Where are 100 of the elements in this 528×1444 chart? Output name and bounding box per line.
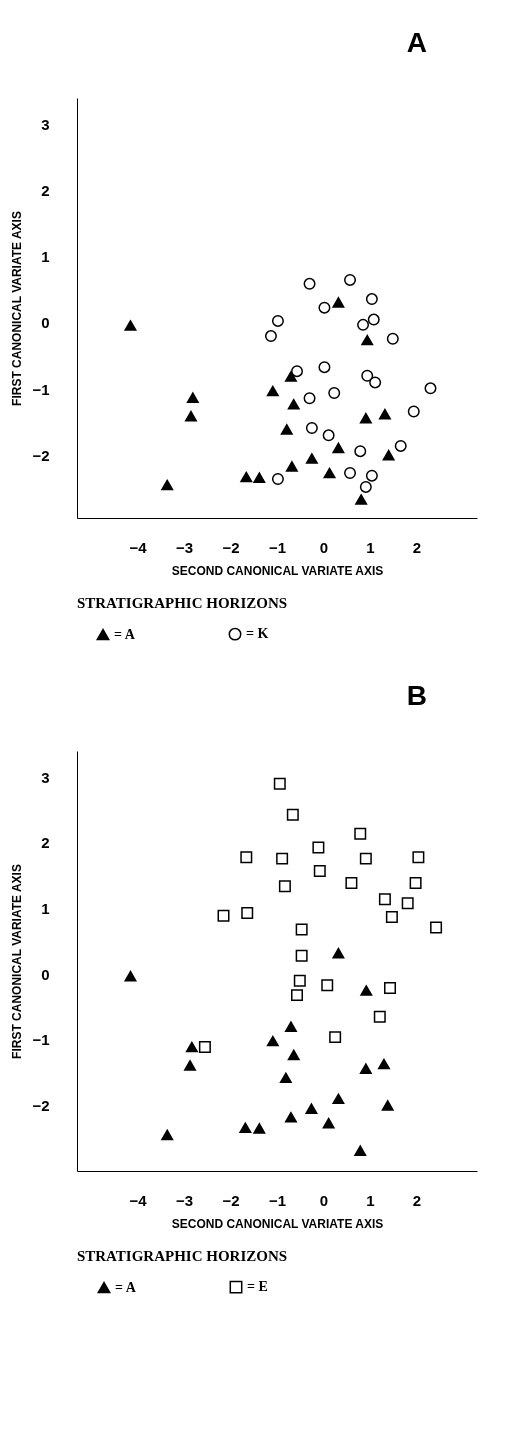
point bbox=[253, 1123, 266, 1134]
y-tick-label: 0 bbox=[41, 965, 50, 983]
point bbox=[359, 852, 372, 865]
legend-label: = A bbox=[115, 1279, 137, 1295]
point bbox=[185, 1041, 198, 1053]
point bbox=[373, 1010, 386, 1023]
point bbox=[412, 851, 425, 864]
point bbox=[287, 1049, 300, 1061]
y-tick-label: −2 bbox=[32, 1096, 50, 1114]
point bbox=[287, 398, 300, 410]
point bbox=[424, 382, 437, 395]
point bbox=[240, 851, 253, 864]
y-tick-label: 1 bbox=[41, 900, 50, 917]
y-tick-label: 2 bbox=[41, 834, 50, 852]
y-tick-label: −1 bbox=[32, 380, 50, 398]
x-tick-label: 0 bbox=[319, 1191, 329, 1209]
x-axis-title: SECOND CANONICAL VARIATE AXIS bbox=[171, 1216, 384, 1231]
point bbox=[271, 472, 284, 485]
point bbox=[385, 911, 398, 924]
point bbox=[295, 923, 308, 936]
point bbox=[279, 1072, 292, 1084]
point bbox=[384, 981, 397, 994]
point bbox=[355, 494, 368, 505]
point bbox=[328, 387, 341, 399]
point bbox=[239, 1122, 252, 1133]
point bbox=[332, 297, 345, 308]
legend-label: = K bbox=[246, 626, 269, 642]
point bbox=[285, 461, 298, 472]
point bbox=[161, 1129, 174, 1141]
point bbox=[318, 301, 331, 314]
point bbox=[124, 320, 137, 331]
y-tick-label: 3 bbox=[41, 768, 50, 786]
point bbox=[332, 1093, 345, 1105]
point bbox=[409, 876, 422, 889]
point bbox=[359, 412, 372, 424]
x-tick-label: −4 bbox=[129, 538, 148, 556]
point bbox=[305, 1103, 318, 1114]
point bbox=[291, 365, 303, 378]
legend-title: STRATIGRAPHIC HORIZONS bbox=[76, 595, 288, 611]
point bbox=[365, 469, 378, 482]
x-tick-label: 1 bbox=[366, 1191, 375, 1209]
point bbox=[322, 429, 335, 442]
point bbox=[276, 852, 289, 865]
point bbox=[377, 1058, 390, 1070]
x-tick-label: −3 bbox=[175, 538, 194, 556]
point bbox=[186, 392, 199, 403]
chart-title: A bbox=[406, 27, 427, 58]
point bbox=[305, 422, 318, 435]
point bbox=[184, 410, 197, 422]
legend-title: STRATIGRAPHIC HORIZONS bbox=[76, 1248, 288, 1264]
point bbox=[401, 897, 414, 910]
point bbox=[318, 361, 331, 374]
point bbox=[407, 405, 420, 418]
point bbox=[357, 318, 370, 331]
point bbox=[359, 1063, 372, 1074]
point bbox=[344, 273, 357, 286]
point bbox=[253, 472, 266, 483]
point bbox=[323, 467, 336, 479]
y-tick-label: 3 bbox=[41, 115, 50, 133]
point bbox=[354, 827, 367, 840]
y-tick-label: 1 bbox=[41, 248, 50, 266]
legend-label: = E bbox=[247, 1279, 268, 1295]
point bbox=[312, 841, 325, 854]
point bbox=[278, 880, 291, 893]
point bbox=[332, 947, 345, 959]
point bbox=[217, 909, 230, 922]
point bbox=[293, 974, 306, 987]
point bbox=[430, 921, 443, 934]
x-tick-label: 0 bbox=[319, 538, 329, 556]
x-tick-label: −1 bbox=[268, 1191, 287, 1209]
y-axis-title: FIRST CANONICAL VARIATE AXIS bbox=[10, 211, 25, 406]
x-tick-label: 2 bbox=[412, 538, 422, 556]
point bbox=[266, 385, 279, 397]
point bbox=[286, 808, 299, 821]
point bbox=[313, 865, 326, 878]
point bbox=[394, 439, 407, 452]
y-tick-label: 2 bbox=[41, 182, 50, 200]
point bbox=[161, 479, 174, 491]
y-tick-label: −1 bbox=[32, 1031, 50, 1049]
point bbox=[329, 1031, 342, 1044]
x-tick-label: 2 bbox=[412, 1191, 422, 1209]
x-tick-label: −1 bbox=[268, 538, 287, 556]
x-tick-label: −2 bbox=[222, 1191, 240, 1209]
point bbox=[332, 442, 345, 454]
legend-label: = A bbox=[114, 626, 136, 642]
point bbox=[360, 985, 373, 996]
point bbox=[198, 1040, 211, 1053]
point bbox=[240, 471, 253, 483]
point bbox=[266, 1035, 279, 1047]
point bbox=[361, 369, 374, 382]
point bbox=[271, 314, 284, 327]
point bbox=[354, 1145, 367, 1156]
point bbox=[345, 876, 358, 889]
point bbox=[241, 907, 254, 920]
point bbox=[378, 893, 391, 906]
point bbox=[365, 293, 378, 306]
point bbox=[303, 392, 316, 405]
point bbox=[359, 480, 372, 493]
x-tick-label: −3 bbox=[175, 1191, 194, 1209]
point bbox=[321, 979, 334, 992]
